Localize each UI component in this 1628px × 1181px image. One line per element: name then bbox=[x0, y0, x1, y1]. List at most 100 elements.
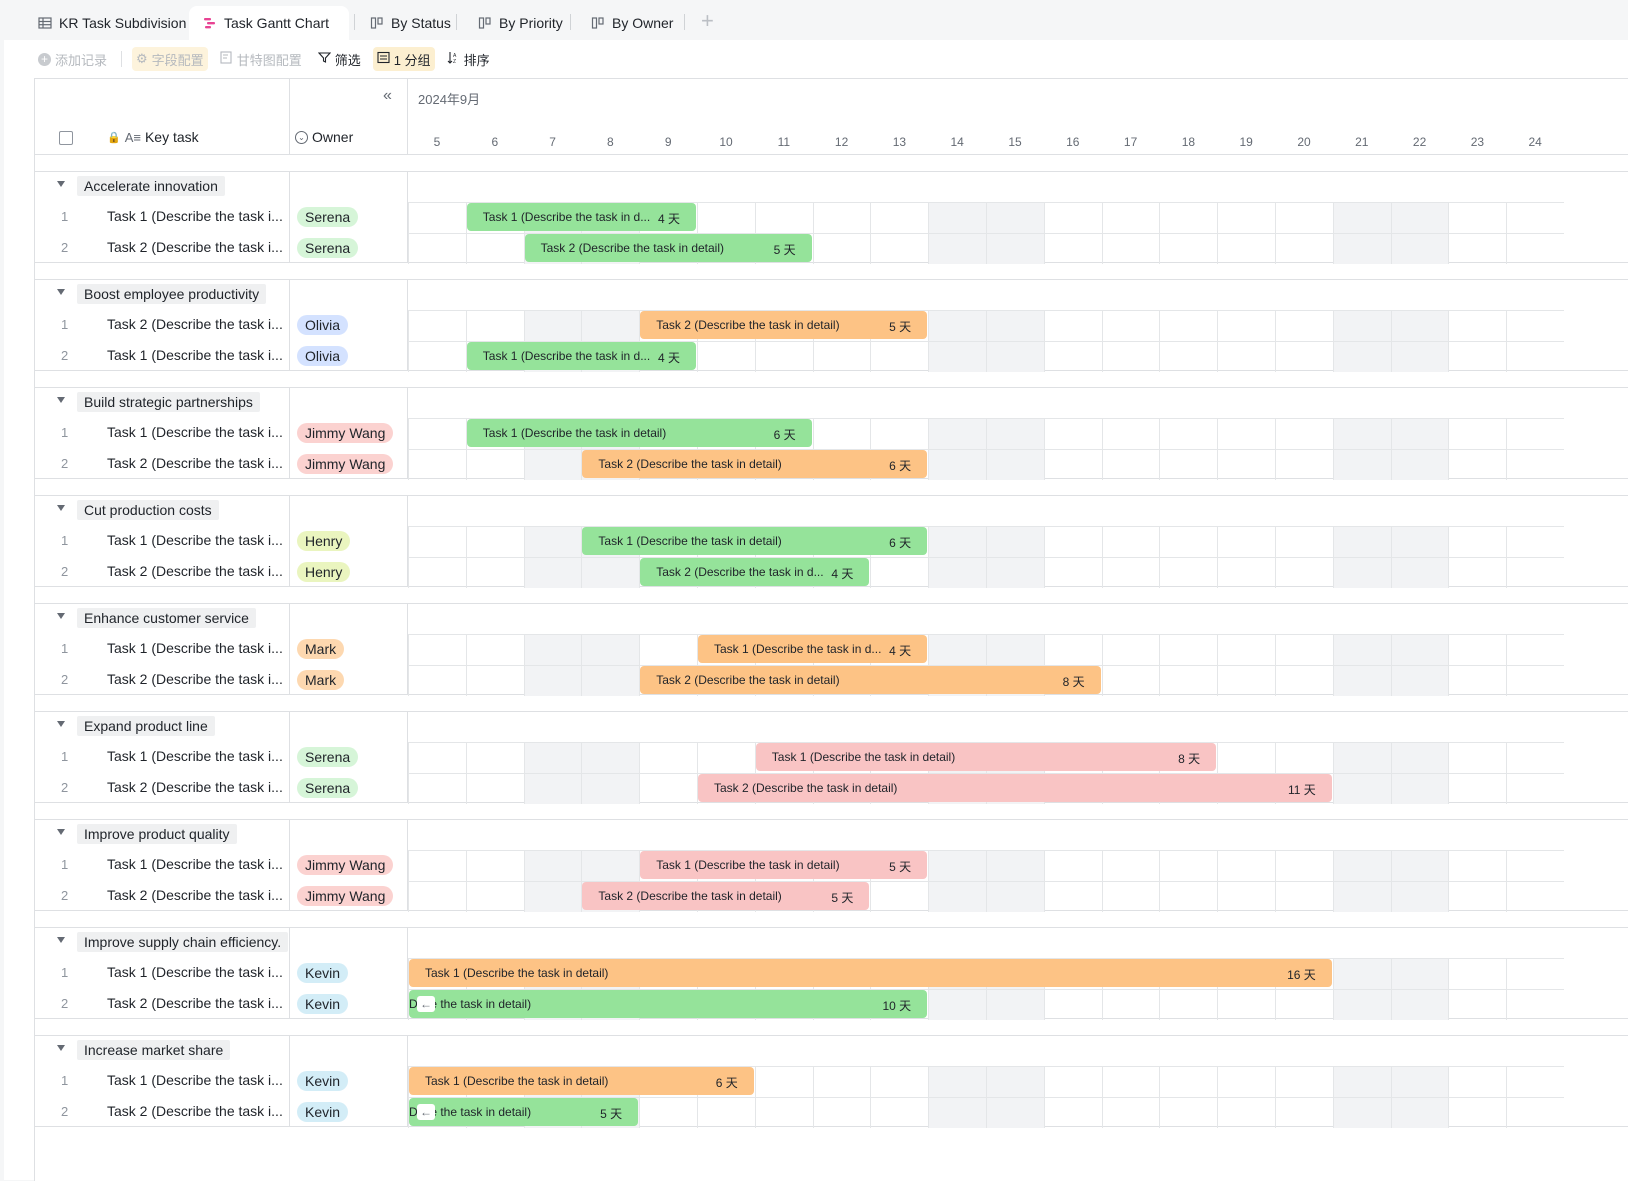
timeline-cell[interactable] bbox=[697, 634, 755, 665]
timeline-cell[interactable] bbox=[1275, 1097, 1333, 1128]
timeline-cell[interactable] bbox=[581, 665, 640, 696]
timeline-cell[interactable] bbox=[1159, 418, 1218, 449]
owner-tag[interactable]: Serena bbox=[297, 747, 359, 767]
timeline-cell[interactable] bbox=[1159, 989, 1218, 1020]
gantt-task-bar[interactable]: Task 2 (Describe the task in detail) 5 天 bbox=[640, 311, 928, 339]
timeline-cell[interactable] bbox=[1506, 665, 1564, 696]
timeline-cell[interactable] bbox=[986, 449, 1044, 480]
owner-tag[interactable]: Jimmy Wang bbox=[297, 886, 394, 906]
key-task-cell[interactable]: Task 1 (Describe the task i... bbox=[107, 640, 283, 656]
timeline-cell[interactable] bbox=[928, 418, 986, 449]
timeline-cell[interactable] bbox=[986, 418, 1044, 449]
tab-by-owner[interactable]: By Owner bbox=[577, 6, 687, 40]
timeline-cell[interactable] bbox=[1448, 310, 1507, 341]
timeline-cell[interactable] bbox=[523, 742, 582, 773]
timeline-cell[interactable] bbox=[465, 665, 524, 696]
timeline-cell[interactable] bbox=[408, 1066, 466, 1097]
timeline-cell[interactable] bbox=[1101, 526, 1160, 557]
timeline-cell[interactable] bbox=[697, 742, 755, 773]
timeline-cell[interactable] bbox=[928, 634, 986, 665]
timeline-cell[interactable] bbox=[986, 634, 1044, 665]
timeline-cell[interactable] bbox=[986, 881, 1044, 912]
key-task-column-header[interactable]: 🔒 A≡ Key task bbox=[107, 129, 199, 145]
timeline-cell[interactable] bbox=[1275, 233, 1333, 264]
timeline-cell[interactable] bbox=[1506, 449, 1564, 480]
key-task-cell[interactable]: Task 1 (Describe the task i... bbox=[107, 856, 283, 872]
timeline-cell[interactable] bbox=[465, 634, 524, 665]
owner-tag[interactable]: Olivia bbox=[297, 315, 349, 335]
timeline-cell[interactable] bbox=[1101, 850, 1160, 881]
table-row[interactable]: 1 Task 1 (Describe the task i... bbox=[35, 958, 289, 989]
gantt-task-bar[interactable]: Task 1 (Describe the task in d... 4 天 bbox=[466, 342, 696, 370]
table-row[interactable]: 1 Task 1 (Describe the task i... bbox=[35, 634, 289, 665]
timeline-cell[interactable] bbox=[1448, 881, 1507, 912]
timeline-cell[interactable] bbox=[1217, 526, 1275, 557]
timeline-cell[interactable] bbox=[408, 958, 466, 989]
timeline-cell[interactable] bbox=[812, 341, 871, 372]
timeline-cell[interactable] bbox=[1217, 881, 1275, 912]
timeline-cell[interactable] bbox=[1390, 958, 1449, 989]
timeline-cell[interactable] bbox=[1159, 526, 1218, 557]
tab-task-gantt-chart[interactable]: Task Gantt Chart bbox=[189, 6, 349, 40]
key-task-cell[interactable]: Task 1 (Describe the task i... bbox=[107, 424, 283, 440]
owner-tag[interactable]: Serena bbox=[297, 207, 359, 227]
gantt-task-bar[interactable]: D ibe the task in detail) 10 天 ← bbox=[409, 990, 928, 1018]
timeline-cell[interactable] bbox=[1506, 1097, 1564, 1128]
timeline-cell[interactable] bbox=[581, 310, 640, 341]
key-task-cell[interactable]: Task 2 (Describe the task i... bbox=[107, 316, 283, 332]
group-collapse-toggle[interactable] bbox=[57, 181, 65, 187]
table-row[interactable]: 2 Task 2 (Describe the task i... bbox=[35, 881, 289, 912]
table-row[interactable]: 2 Task 2 (Describe the task i... bbox=[35, 1097, 289, 1128]
timeline-cell[interactable] bbox=[1390, 881, 1449, 912]
timeline-cell[interactable] bbox=[754, 1066, 813, 1097]
timeline-cell[interactable] bbox=[812, 202, 871, 233]
tab-by-status[interactable]: By Status bbox=[356, 6, 465, 40]
timeline-cell[interactable] bbox=[408, 989, 466, 1020]
timeline-cell[interactable] bbox=[1101, 634, 1160, 665]
group-collapse-toggle[interactable] bbox=[57, 505, 65, 511]
timeline-cell[interactable] bbox=[870, 202, 929, 233]
timeline-cell[interactable] bbox=[1217, 850, 1275, 881]
timeline-cell[interactable] bbox=[408, 773, 466, 804]
timeline-cell[interactable] bbox=[986, 1066, 1044, 1097]
timeline-cell[interactable] bbox=[1101, 233, 1160, 264]
timeline-cell[interactable] bbox=[1159, 634, 1218, 665]
group-collapse-toggle[interactable] bbox=[57, 937, 65, 943]
table-row[interactable]: 1 Task 1 (Describe the task i... bbox=[35, 1066, 289, 1097]
timeline-cell[interactable] bbox=[1506, 233, 1564, 264]
timeline-cell[interactable] bbox=[1332, 742, 1391, 773]
gantt-task-bar[interactable]: Task 1 (Describe the task in detail) 16 天 bbox=[409, 959, 1332, 987]
timeline-cell[interactable] bbox=[581, 773, 640, 804]
timeline-cell[interactable] bbox=[581, 557, 640, 588]
timeline-cell[interactable] bbox=[1506, 850, 1564, 881]
owner-tag[interactable]: Henry bbox=[297, 531, 351, 551]
timeline-cell[interactable] bbox=[1448, 557, 1507, 588]
timeline-cell[interactable] bbox=[465, 773, 524, 804]
tab-by-priority[interactable]: By Priority bbox=[464, 6, 577, 40]
timeline-cell[interactable] bbox=[986, 1097, 1044, 1128]
gantt-task-bar[interactable]: Task 2 (Describe the task in d... 4 天 bbox=[640, 558, 870, 586]
timeline-cell[interactable] bbox=[1390, 526, 1449, 557]
timeline-cell[interactable] bbox=[1448, 449, 1507, 480]
timeline-cell[interactable] bbox=[1159, 850, 1218, 881]
key-task-cell[interactable]: Task 2 (Describe the task i... bbox=[107, 779, 283, 795]
timeline-cell[interactable] bbox=[1159, 310, 1218, 341]
timeline-cell[interactable] bbox=[928, 526, 986, 557]
timeline-cell[interactable] bbox=[1390, 665, 1449, 696]
filter-button[interactable]: 筛选 bbox=[314, 47, 365, 71]
timeline-cell[interactable] bbox=[581, 634, 640, 665]
timeline-cell[interactable] bbox=[408, 850, 466, 881]
timeline-cell[interactable] bbox=[1043, 1066, 1102, 1097]
timeline-cell[interactable] bbox=[1332, 449, 1391, 480]
timeline-cell[interactable] bbox=[1390, 989, 1449, 1020]
timeline-cell[interactable] bbox=[1448, 989, 1507, 1020]
timeline-cell[interactable] bbox=[870, 1097, 929, 1128]
table-row[interactable]: 1 Task 2 (Describe the task i... bbox=[35, 310, 289, 341]
timeline-cell[interactable] bbox=[1506, 526, 1564, 557]
timeline-cell[interactable] bbox=[1043, 233, 1102, 264]
timeline-cell[interactable] bbox=[928, 850, 986, 881]
gantt-task-bar[interactable]: Task 2 (Describe the task in detail) 5 天 bbox=[524, 234, 812, 262]
key-task-cell[interactable]: Task 1 (Describe the task i... bbox=[107, 347, 283, 363]
timeline-cell[interactable] bbox=[1043, 557, 1102, 588]
